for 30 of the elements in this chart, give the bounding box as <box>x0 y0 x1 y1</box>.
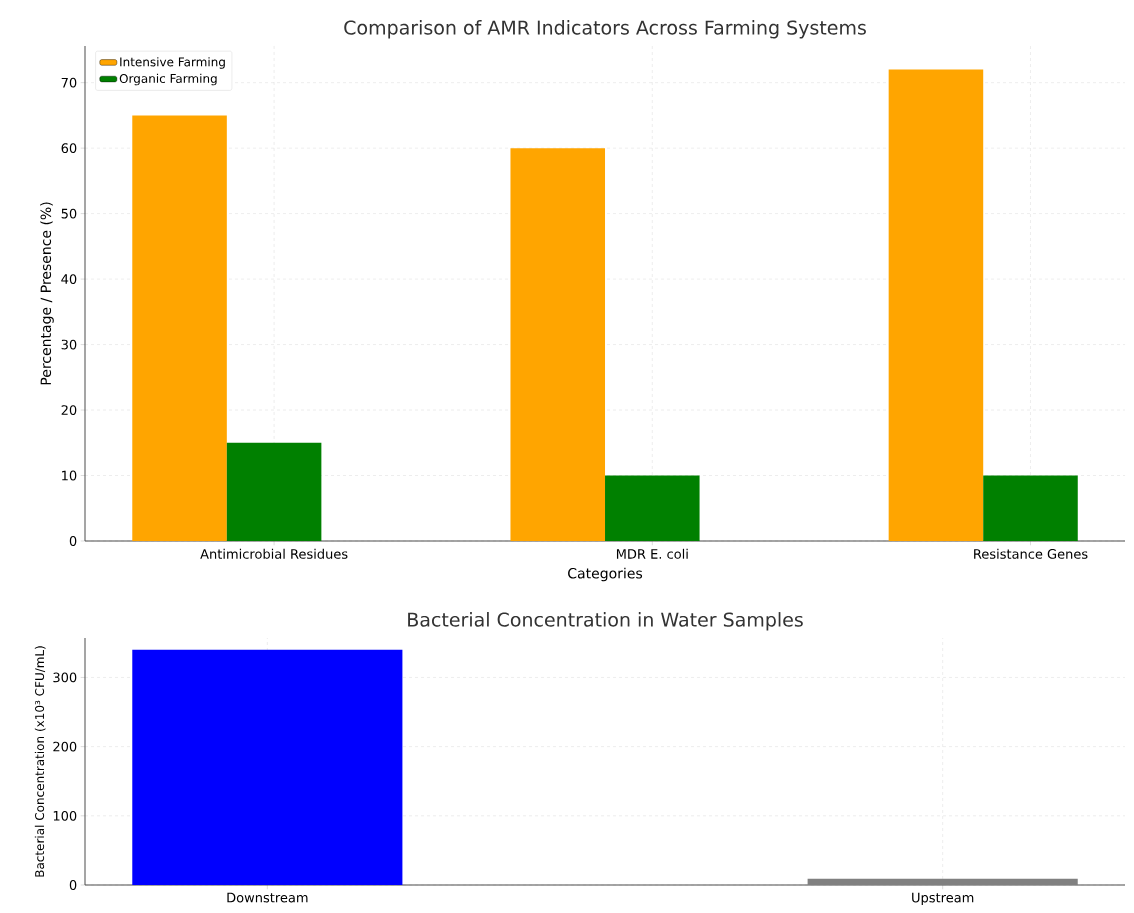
y-tick-label: 200 <box>53 741 77 752</box>
x-tick-label: Antimicrobial Residues <box>200 548 348 559</box>
y-tick-label: 20 <box>61 405 77 415</box>
bar <box>132 115 227 541</box>
x-tick-label: Downstream <box>227 892 308 903</box>
y-axis-title: Percentage / Presence (%) <box>40 202 54 385</box>
legend-label: Intensive Farming <box>120 57 225 69</box>
y-tick-label: 100 <box>53 810 77 821</box>
bar <box>983 475 1078 541</box>
y-tick-label: 50 <box>61 208 77 219</box>
chart-title: Comparison of AMR Indicators Across Farming Systems <box>344 20 866 39</box>
x-axis-title: Categories <box>568 567 643 582</box>
chart-title: Bacterial Concentration in Water Samples <box>408 612 803 631</box>
bar <box>510 148 606 541</box>
y-tick-label: 40 <box>61 274 77 285</box>
y-tick-label: 0 <box>69 536 77 546</box>
y-tick-label: 0 <box>69 880 77 890</box>
y-tick-label: 70 <box>61 77 77 88</box>
y-tick-label: 60 <box>61 143 77 154</box>
y-tick-label: 30 <box>61 339 77 350</box>
bar <box>226 442 322 541</box>
x-tick-label: MDR E. coli <box>616 548 688 559</box>
x-tick-label: Resistance Genes <box>974 548 1088 559</box>
bar <box>888 69 984 541</box>
y-tick-label: 300 <box>53 672 77 683</box>
x-tick-label: Upstream <box>912 892 974 905</box>
y-tick-label: 10 <box>62 470 77 481</box>
bar <box>605 475 700 541</box>
y-axis-title: Bacterial Concentration (x10³ CFU/mL) <box>34 646 46 877</box>
legend-label: Organic Farming <box>119 73 217 86</box>
